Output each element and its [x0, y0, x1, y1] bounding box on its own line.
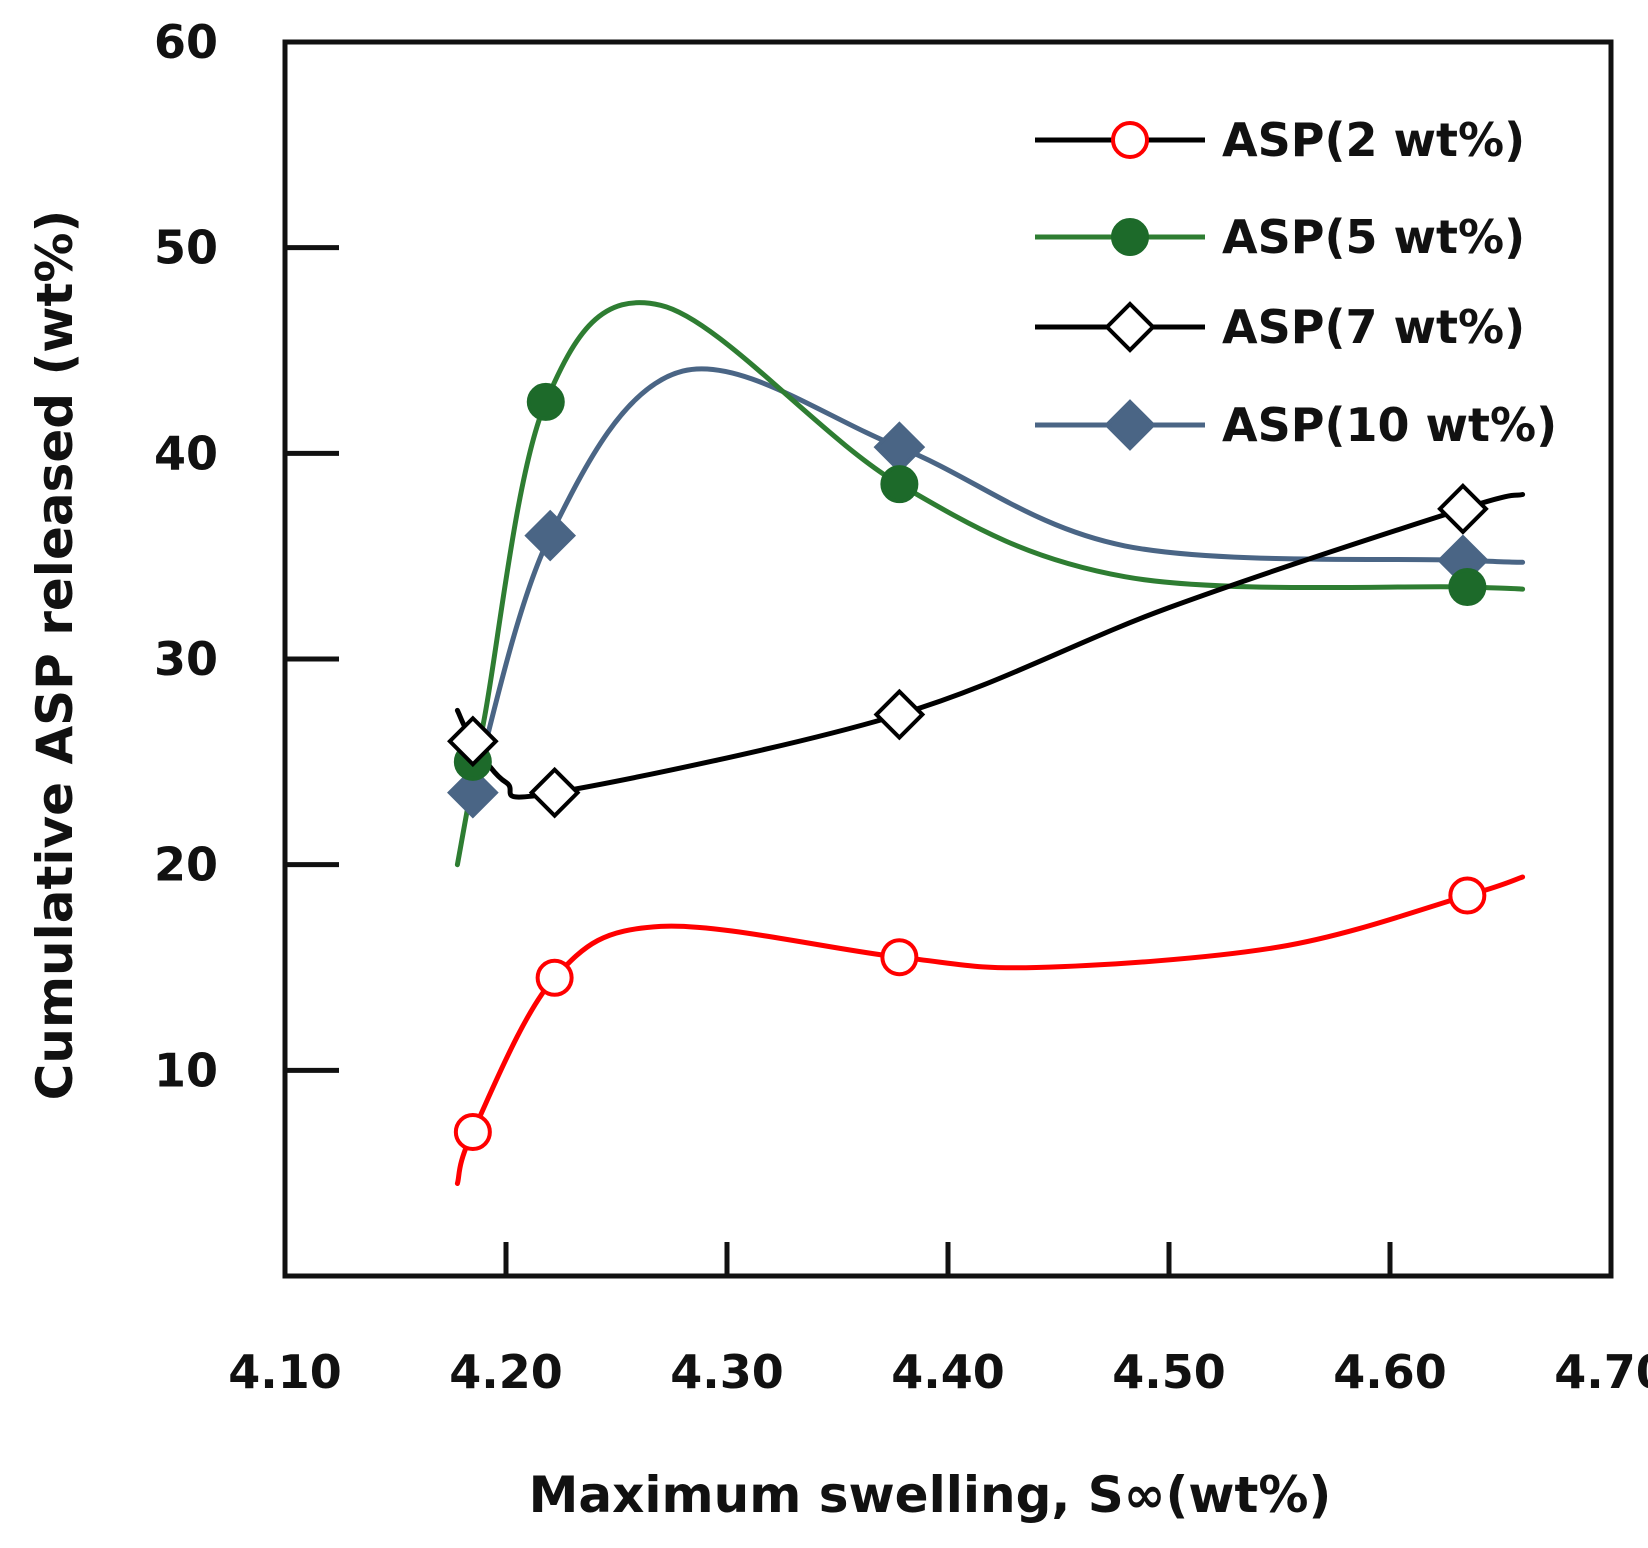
data-point — [535, 958, 574, 997]
series-3 — [454, 492, 1526, 800]
legend-label: ASP(10 wt%) — [1222, 398, 1557, 452]
legend-item: ASP(7 wt%) — [1035, 300, 1525, 354]
x-tick-label: 4.50 — [1112, 1345, 1226, 1399]
y-tick-label: 10 — [154, 1043, 218, 1097]
data-point — [528, 766, 581, 819]
data-point — [873, 688, 926, 741]
x-tick-label: 4.20 — [449, 1345, 563, 1399]
series-3-markers — [447, 483, 1489, 819]
legend-label: ASP(2 wt%) — [1222, 113, 1525, 167]
data-point — [880, 465, 919, 504]
legend: ASP(2 wt%) ASP(5 wt%) ASP(7 wt%) ASP(10 wt%… — [1035, 113, 1557, 452]
data-point — [873, 421, 926, 473]
legend-marker — [1104, 301, 1156, 353]
series-1 — [454, 874, 1526, 1186]
legend-marker — [1111, 121, 1149, 159]
y-tick-label: 50 — [154, 221, 218, 275]
series-line — [454, 300, 1526, 868]
legend-item: ASP(2 wt%) — [1035, 113, 1525, 167]
x-axis-ticks — [503, 1242, 1393, 1276]
data-point — [880, 938, 919, 977]
series-1-markers — [453, 876, 1487, 1152]
x-tick-label: 4.60 — [1333, 1345, 1447, 1399]
x-tick-label: 4.30 — [670, 1345, 784, 1399]
y-axis-ticks — [285, 245, 339, 1073]
y-tick-label: 40 — [154, 426, 218, 480]
data-point — [1448, 876, 1487, 915]
plot-area — [282, 39, 1614, 1279]
data-point — [526, 382, 565, 421]
data-point — [453, 1113, 492, 1152]
x-axis-tick-labels: 4.10 4.20 4.30 4.40 4.50 4.60 4.70 — [228, 1345, 1648, 1399]
series-line — [454, 874, 1526, 1186]
data-point — [447, 766, 499, 819]
x-axis-title: Maximum swelling, S∞(wt%) — [529, 1466, 1332, 1524]
x-tick-label: 4.10 — [228, 1345, 342, 1399]
legend-label: ASP(5 wt%) — [1222, 210, 1525, 264]
data-point — [447, 715, 499, 768]
data-point — [524, 509, 577, 562]
series-2 — [454, 300, 1526, 868]
x-tick-label: 4.70 — [1554, 1345, 1648, 1399]
data-point — [1437, 483, 1489, 535]
legend-marker — [1111, 218, 1149, 256]
y-tick-label: 20 — [154, 838, 218, 892]
y-tick-label: 60 — [154, 15, 218, 69]
y-axis-tick-labels: 10 20 30 40 50 60 — [154, 15, 218, 1097]
legend-label: ASP(7 wt%) — [1222, 300, 1525, 354]
x-tick-label: 4.40 — [891, 1345, 1005, 1399]
y-axis-title: Cumulative ASP released (wt%) — [26, 210, 84, 1101]
series-layer — [447, 300, 1526, 1186]
series-line — [454, 492, 1526, 800]
legend-item: ASP(10 wt%) — [1035, 398, 1557, 452]
data-point — [1448, 568, 1487, 607]
y-tick-label: 30 — [154, 632, 218, 686]
legend-item: ASP(5 wt%) — [1035, 210, 1525, 264]
legend-marker — [1104, 399, 1156, 451]
